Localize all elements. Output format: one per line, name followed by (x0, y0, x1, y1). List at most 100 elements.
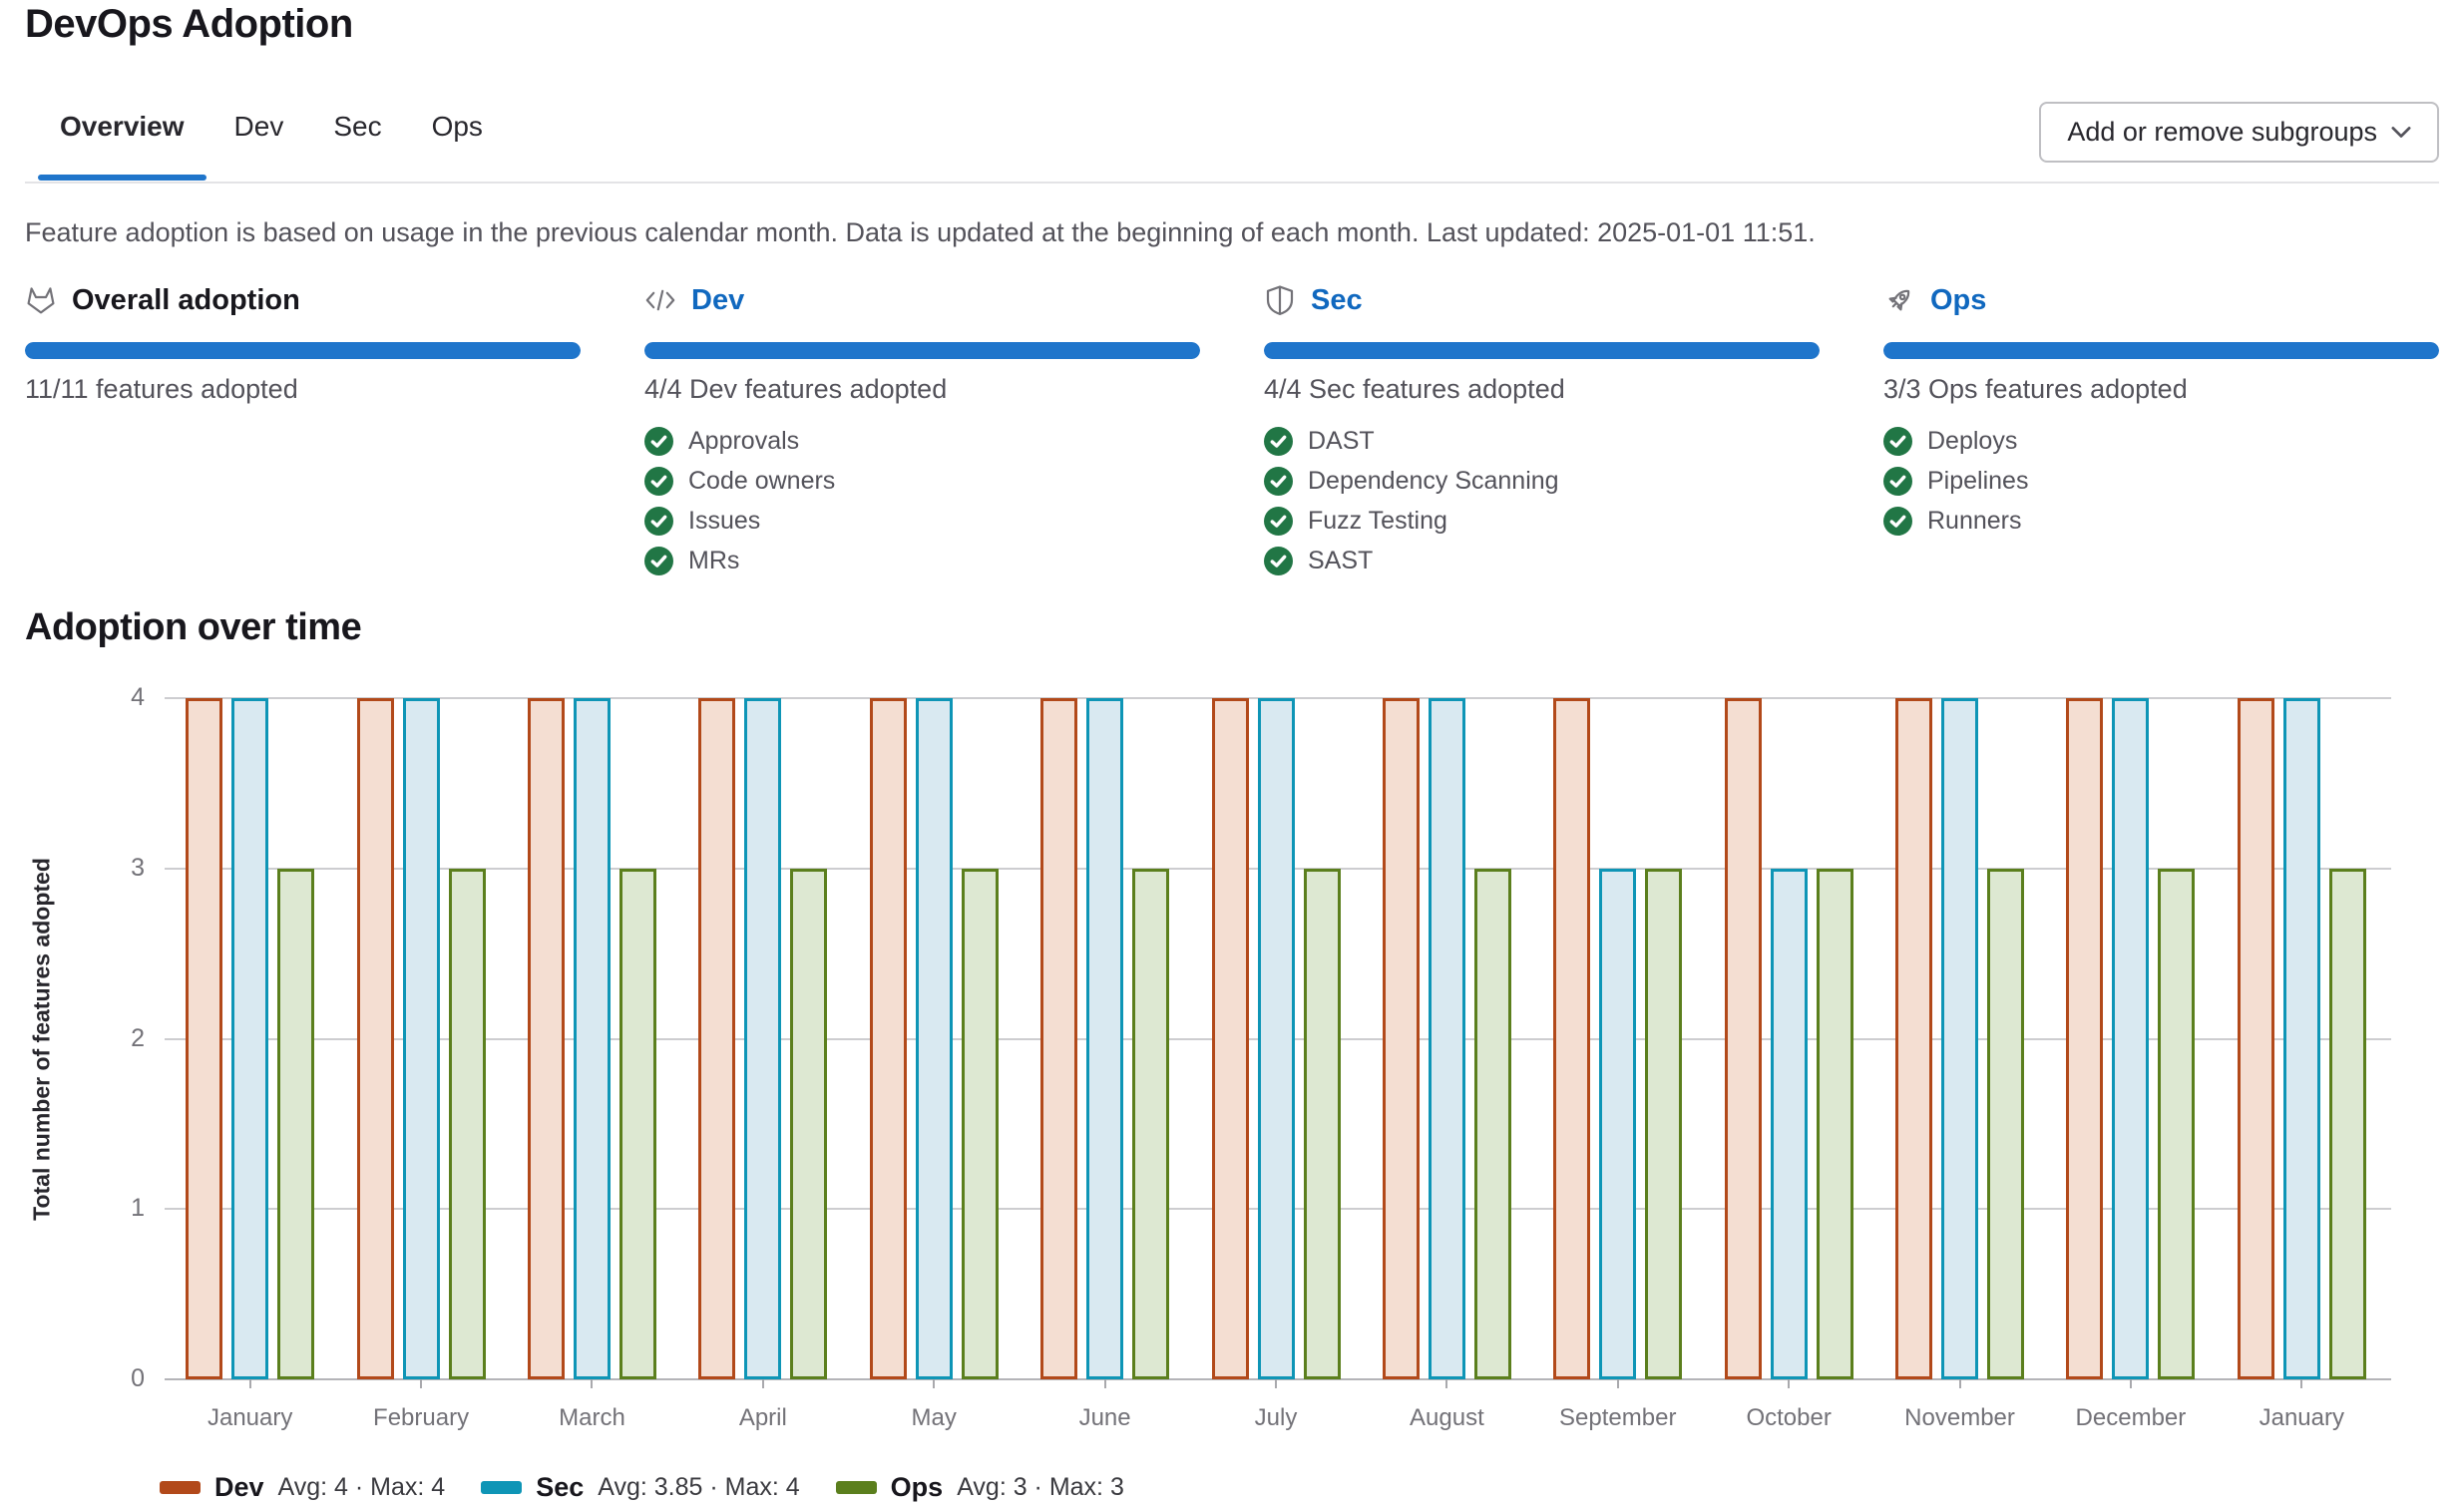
bar-ops-1[interactable] (448, 868, 486, 1379)
bar-dev-2[interactable] (527, 698, 565, 1379)
bar-sec-11[interactable] (2112, 698, 2150, 1379)
x-axis-label: February (373, 1404, 470, 1431)
tab-sec[interactable]: Sec (333, 111, 382, 142)
bar-sec-7[interactable] (1428, 698, 1465, 1379)
x-axis-tick (1958, 1379, 1961, 1388)
legend-item-sec[interactable]: Sec Avg: 3.85 · Max: 4 (481, 1472, 800, 1503)
bar-ops-7[interactable] (1473, 868, 1511, 1379)
shield-icon (1266, 285, 1294, 315)
check-circle-icon (644, 546, 673, 575)
bar-dev-0[interactable] (186, 698, 223, 1379)
tab-dev[interactable]: Dev (233, 111, 284, 142)
bar-dev-12[interactable] (2237, 698, 2274, 1379)
legend-name: Dev (214, 1472, 264, 1502)
x-axis-tick (2129, 1379, 2132, 1388)
x-axis-label: November (1904, 1404, 2015, 1431)
bar-sec-4[interactable] (915, 698, 953, 1379)
adoption-over-time-chart: Total number of features adopted 4 3 2 1 0 Ja… (0, 683, 2464, 1466)
add-or-remove-subgroups-label: Add or remove subgroups (2067, 117, 2377, 147)
feature-item: Runners (1883, 501, 2439, 541)
x-axis-label: June (1078, 1404, 1131, 1431)
bar-ops-3[interactable] (790, 868, 828, 1379)
progress-bar-sec (1264, 342, 1820, 359)
x-axis-label: May (911, 1404, 957, 1431)
x-axis-tick (1616, 1379, 1619, 1388)
bar-ops-0[interactable] (277, 868, 315, 1379)
legend-item-ops[interactable]: Ops Avg: 3 · Max: 3 (835, 1472, 1124, 1503)
feature-item: Issues (644, 501, 1200, 541)
bar-dev-6[interactable] (1211, 698, 1249, 1379)
feature-item: Approvals (644, 421, 1200, 461)
progress-fill (25, 342, 581, 359)
bar-sec-3[interactable] (744, 698, 782, 1379)
legend-stats: Avg: 3 · Max: 3 (957, 1473, 1124, 1501)
card-overall-adoption: Overall adoption 11/11 features adopted (25, 282, 581, 580)
bar-sec-1[interactable] (402, 698, 440, 1379)
feature-label: SAST (1308, 546, 1374, 574)
bar-ops-9[interactable] (1816, 868, 1853, 1379)
chevron-down-icon (2391, 127, 2411, 138)
bar-sec-5[interactable] (1086, 698, 1124, 1379)
y-axis-tick-label: 2 (131, 1023, 145, 1052)
card-title-ops-link[interactable]: Ops (1930, 283, 1987, 316)
bar-dev-11[interactable] (2066, 698, 2104, 1379)
check-circle-icon (1883, 506, 1912, 536)
bar-dev-9[interactable] (1724, 698, 1762, 1379)
progress-fill (644, 342, 1200, 359)
check-circle-icon (1264, 426, 1293, 456)
bar-sec-12[interactable] (2282, 698, 2320, 1379)
bar-sec-0[interactable] (231, 698, 269, 1379)
bar-dev-3[interactable] (698, 698, 736, 1379)
card-title-dev-link[interactable]: Dev (691, 283, 745, 316)
bar-ops-6[interactable] (1303, 868, 1341, 1379)
x-axis-label: September (1559, 1404, 1677, 1431)
card-title-sec-link[interactable]: Sec (1311, 283, 1363, 316)
add-or-remove-subgroups-button[interactable]: Add or remove subgroups (2039, 102, 2439, 163)
legend-item-dev[interactable]: Dev Avg: 4 · Max: 4 (160, 1472, 445, 1503)
feature-label: Fuzz Testing (1308, 506, 1447, 535)
bar-dev-5[interactable] (1040, 698, 1078, 1379)
check-circle-icon (1883, 466, 1912, 496)
feature-list: DAST Dependency Scanning Fuzz Testing SAST (1264, 421, 1820, 580)
card-title-overall: Overall adoption (72, 283, 300, 316)
bar-dev-4[interactable] (869, 698, 907, 1379)
x-axis-tick (933, 1379, 936, 1388)
card-summary-dev: 4/4 Dev features adopted (644, 374, 948, 404)
bar-sec-8[interactable] (1599, 868, 1637, 1379)
bar-dev-1[interactable] (356, 698, 394, 1379)
check-circle-icon (644, 466, 673, 496)
card-header: Overall adoption (25, 282, 581, 318)
tabs-row: Overview Dev Sec Ops Add or remove subgr… (25, 95, 2439, 184)
feature-list: Approvals Code owners Issues MRs (644, 421, 1200, 580)
bar-sec-6[interactable] (1257, 698, 1295, 1379)
bar-sec-9[interactable] (1770, 868, 1808, 1379)
x-axis-tick (1275, 1379, 1277, 1388)
bar-ops-12[interactable] (2328, 868, 2366, 1379)
bar-dev-7[interactable] (1382, 698, 1420, 1379)
card-header: Ops (1883, 282, 2439, 318)
y-axis-tick-label: 4 (131, 683, 145, 711)
legend-stats: Avg: 4 · Max: 4 (277, 1473, 446, 1501)
tab-ops[interactable]: Ops (431, 111, 483, 142)
bar-ops-11[interactable] (2158, 868, 2196, 1379)
card-summary-sec: 4/4 Sec features adopted (1264, 374, 1565, 404)
tab-overview[interactable]: Overview (38, 95, 206, 181)
bar-ops-10[interactable] (1987, 868, 2025, 1379)
feature-label: Deploys (1927, 426, 2018, 455)
x-axis-tick (2300, 1379, 2303, 1388)
bar-sec-10[interactable] (1941, 698, 1979, 1379)
bar-ops-8[interactable] (1645, 868, 1683, 1379)
bar-sec-2[interactable] (573, 698, 611, 1379)
bar-dev-10[interactable] (1895, 698, 1933, 1379)
tabs: Overview Dev Sec Ops (38, 95, 505, 181)
progress-bar-overall (25, 342, 581, 359)
bar-ops-5[interactable] (1132, 868, 1170, 1379)
check-circle-icon (644, 426, 673, 456)
x-axis-label: March (559, 1404, 625, 1431)
bar-ops-2[interactable] (618, 868, 656, 1379)
bar-ops-4[interactable] (961, 868, 999, 1379)
bar-dev-8[interactable] (1553, 698, 1591, 1379)
tanuki-icon (27, 287, 55, 314)
legend-name: Ops (890, 1472, 944, 1502)
